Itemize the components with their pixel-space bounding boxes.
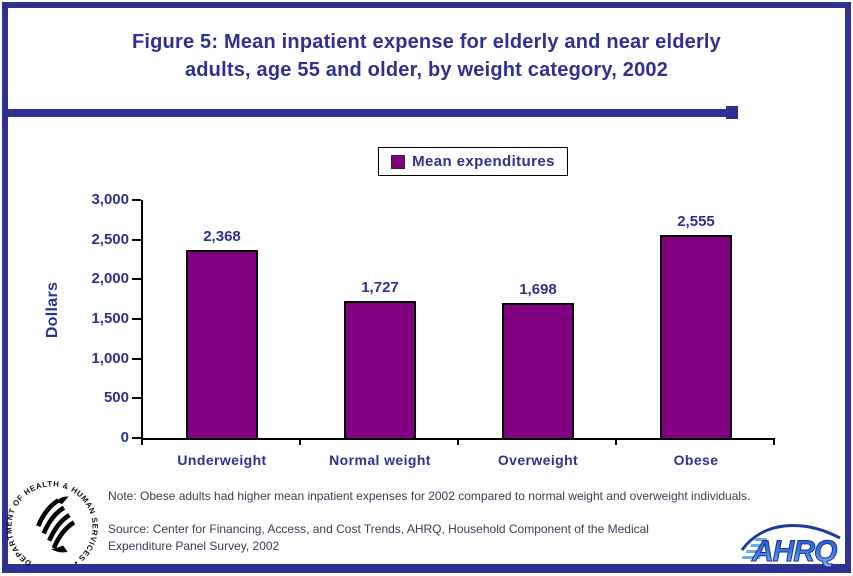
bar-obese [660, 235, 732, 438]
bar-chart-plot-area: 0 500 1,000 1,500 2,000 2,500 3,000 2,368 Underw… [91, 192, 775, 468]
x-axis-tick [141, 440, 143, 445]
y-axis-title: Dollars [44, 281, 61, 339]
x-axis-tick [773, 440, 775, 445]
y-axis-tick [132, 357, 141, 360]
ahrq-swoosh-icon [740, 524, 841, 551]
hhs-department-logo: DEPARTMENT OF HEALTH & HUMAN SERVICES • … [6, 481, 98, 568]
y-axis-tick-label: 1,500 [91, 310, 129, 327]
y-axis-tick [132, 199, 141, 201]
title-divider-rule [2, 109, 738, 117]
figure-source: Source: Center for Financing, Access, an… [108, 522, 649, 553]
bar-overweight [502, 303, 574, 438]
ahrq-agency-logo: AHRQ [740, 524, 841, 568]
x-axis-label-underweight: Underweight [177, 452, 267, 468]
legend-swatch-mean-expenditures [391, 154, 406, 169]
legend-label: Mean expenditures [412, 153, 555, 170]
x-axis-tick [615, 440, 617, 445]
ahrq-speed-lines-icon [741, 538, 768, 559]
svg-text:DEPARTMENT OF HEALTH & HUMAN S: DEPARTMENT OF HEALTH & HUMAN SERVICES • … [6, 481, 98, 568]
bar-value-overweight: 1,698 [519, 281, 557, 298]
bar-value-obese: 2,555 [677, 213, 715, 230]
y-axis-tick [132, 397, 141, 400]
bar-value-underweight: 2,368 [203, 228, 241, 245]
bar-value-normal-weight: 1,727 [361, 279, 399, 296]
y-axis-tick-label: 3,000 [91, 191, 129, 208]
figure-title: Figure 5: Mean inpatient expense for eld… [0, 28, 853, 84]
figure-title-line2: adults, age 55 and older, by weight cate… [184, 59, 669, 81]
y-axis-tick [132, 238, 141, 241]
x-axis-label-overweight: Overweight [497, 452, 579, 468]
x-axis-label-normal-weight: Normal weight [329, 452, 431, 468]
y-axis-tick-label: 0 [120, 429, 129, 446]
chart-legend: Mean expenditures [378, 147, 568, 176]
figure-note: Note: Obese adults had higher mean inpat… [108, 489, 751, 503]
y-axis-tick-label: 1,000 [91, 349, 129, 367]
x-axis-tick [457, 440, 459, 445]
bar-underweight [186, 250, 258, 438]
title-divider-end-cap [726, 106, 738, 119]
x-axis-tick [299, 440, 301, 445]
hhs-eagle-head [56, 496, 69, 504]
y-axis-tick-label: 2,000 [91, 270, 129, 288]
bar-normal-weight [344, 301, 416, 438]
hhs-eagle-tail [51, 545, 68, 553]
figure-title-line1: Figure 5: Mean inpatient expense for eld… [131, 31, 722, 53]
y-axis-tick [132, 437, 141, 439]
x-axis-label-obese: Obese [673, 452, 719, 468]
hhs-circle-text: DEPARTMENT OF HEALTH & HUMAN SERVICES • … [6, 481, 98, 568]
y-axis-tick [132, 278, 141, 281]
hhs-eagle-icon [36, 498, 76, 550]
y-axis-tick [132, 318, 141, 320]
y-axis-tick-label: 2,500 [91, 230, 129, 248]
y-axis-tick-label: 500 [103, 389, 129, 407]
ahrq-wordmark: AHRQ [751, 535, 837, 568]
